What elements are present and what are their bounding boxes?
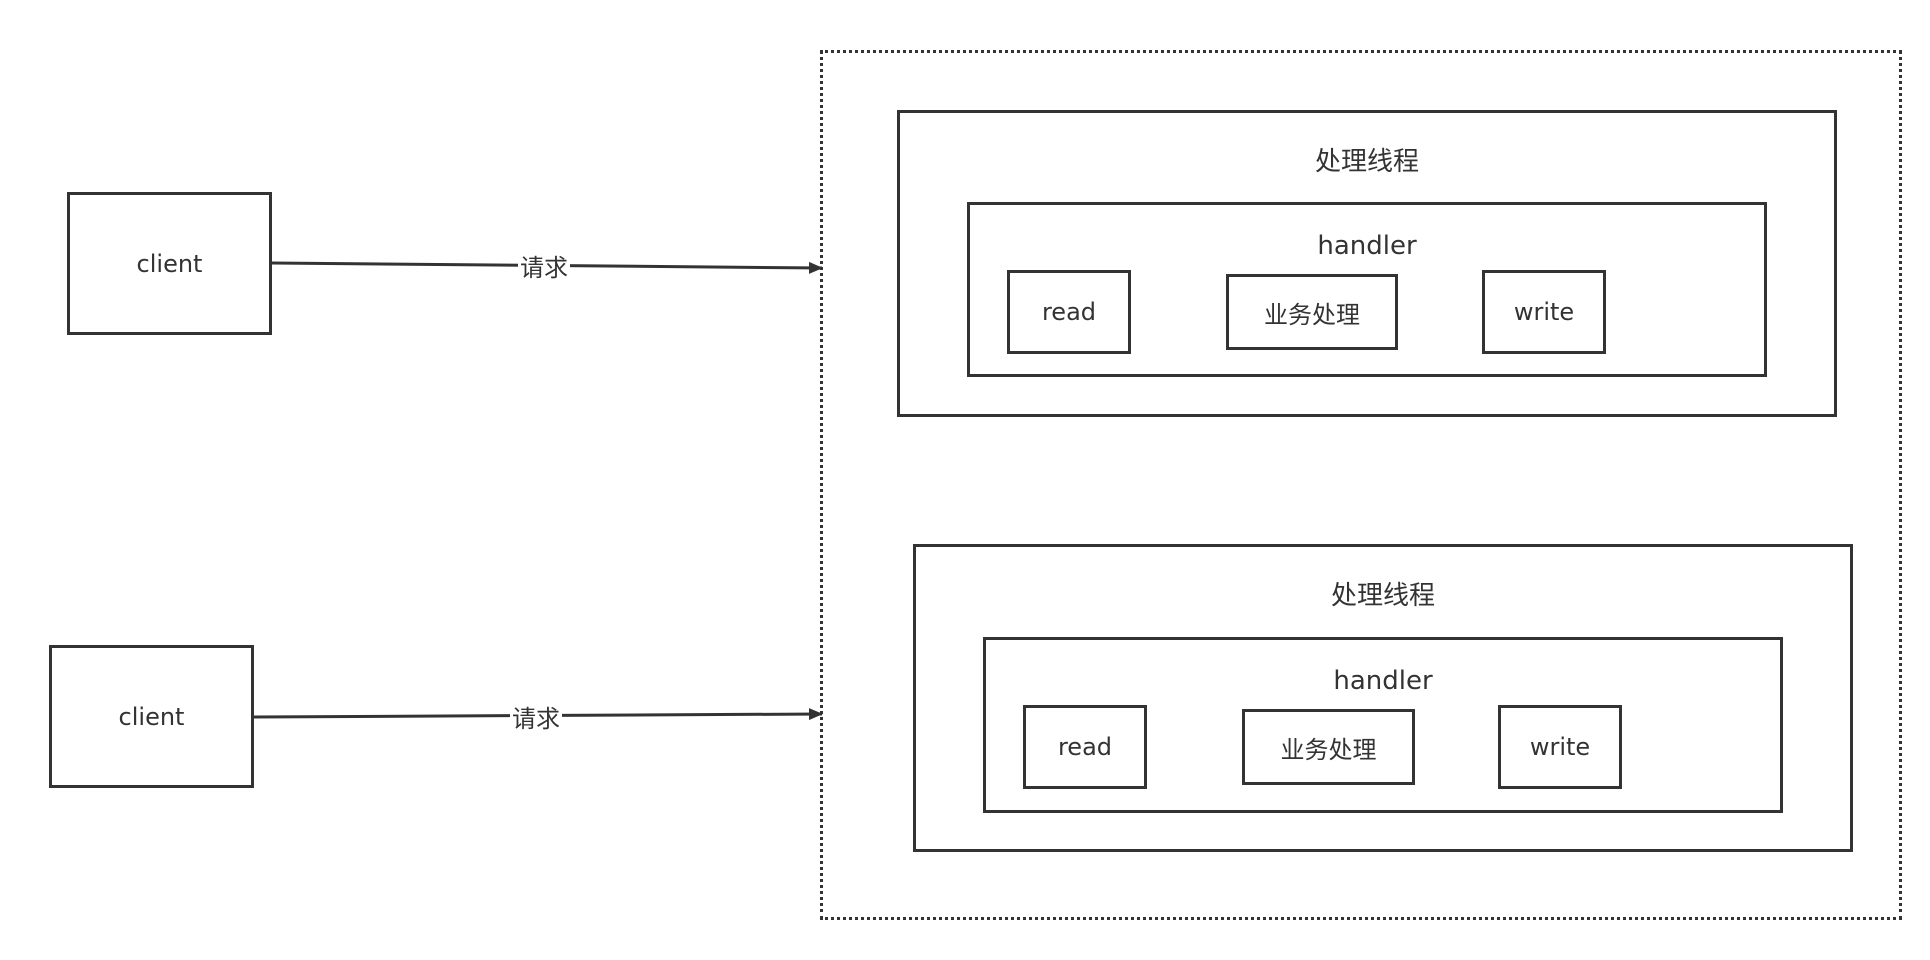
client-box-2: client bbox=[49, 645, 254, 788]
request-label-1: 请求 bbox=[518, 254, 570, 282]
write-step: write bbox=[1482, 270, 1606, 354]
client-box-1: client bbox=[67, 192, 272, 335]
business-step: 业务处理 bbox=[1242, 709, 1415, 785]
step-label: write bbox=[1529, 733, 1591, 761]
step-label: read bbox=[1041, 298, 1097, 326]
step-label: 业务处理 bbox=[1264, 300, 1360, 329]
client-label: client bbox=[136, 249, 203, 278]
thread-title: 处理线程 bbox=[1330, 581, 1435, 611]
step-label: 业务处理 bbox=[1280, 735, 1377, 764]
client-label: client bbox=[118, 702, 185, 731]
server-container bbox=[820, 50, 1902, 920]
read-step: read bbox=[1023, 705, 1147, 789]
read-step: read bbox=[1007, 270, 1131, 354]
thread-title: 处理线程 bbox=[1314, 147, 1419, 177]
step-label: write bbox=[1513, 298, 1575, 326]
request-label-2: 请求 bbox=[510, 705, 562, 733]
business-step: 业务处理 bbox=[1226, 274, 1398, 350]
handler-title: handler bbox=[1333, 666, 1433, 696]
handler-title: handler bbox=[1317, 231, 1417, 261]
step-label: read bbox=[1057, 733, 1113, 761]
write-step: write bbox=[1498, 705, 1622, 789]
